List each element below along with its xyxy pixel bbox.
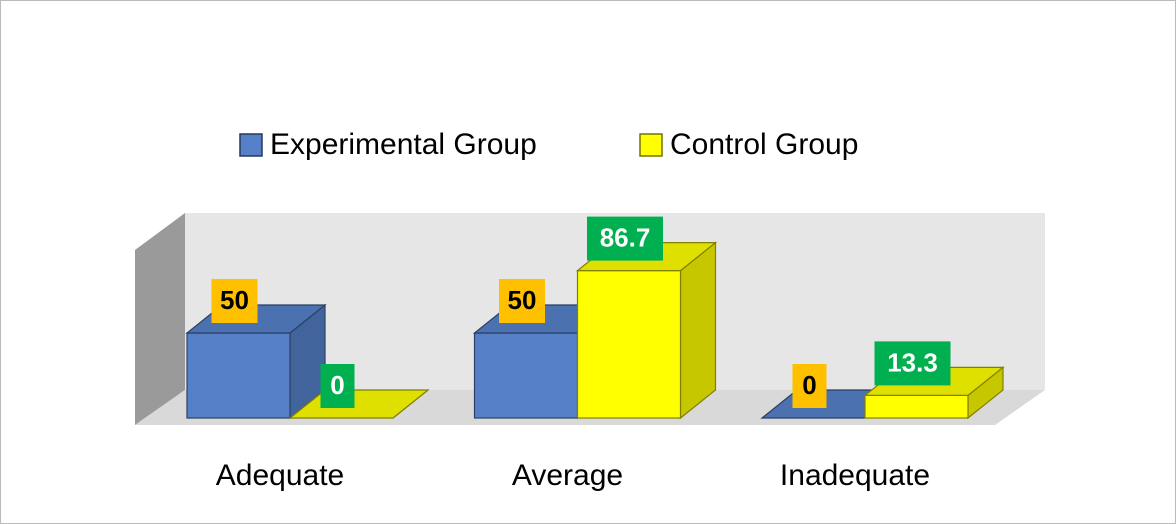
data-label-box	[792, 364, 827, 408]
data-label-box	[211, 279, 258, 323]
data-label-text: 0	[802, 370, 816, 400]
data-label: 86.7	[587, 216, 663, 261]
bar-side	[679, 241, 717, 420]
data-label-text: 50	[220, 285, 249, 315]
bar	[575, 241, 718, 420]
data-label-text: 0	[330, 370, 344, 400]
side-wall	[135, 213, 185, 425]
bar-front	[473, 332, 579, 419]
data-label: 0	[792, 364, 827, 408]
x-tick-label: Inadequate	[780, 459, 930, 492]
data-label-box	[499, 279, 545, 323]
legend-label: Experimental Group	[270, 128, 537, 161]
x-tick-label: Average	[512, 459, 623, 492]
data-label-text: 13.3	[887, 347, 938, 377]
bar-front	[186, 332, 291, 419]
bar-front	[576, 270, 682, 419]
data-label-box	[587, 216, 663, 261]
legend: Experimental Group Control Group	[239, 128, 858, 161]
data-label: 50	[499, 279, 545, 323]
data-label: 0	[320, 364, 355, 408]
legend-label: Control Group	[670, 128, 858, 161]
legend-swatch	[239, 133, 263, 157]
data-label: 13.3	[874, 341, 951, 386]
x-tick-label: Adequate	[216, 459, 344, 492]
data-label-text: 50	[508, 285, 537, 315]
data-label-box	[320, 364, 355, 408]
data-label-box	[874, 341, 951, 386]
legend-swatch	[639, 133, 663, 157]
bar-front	[864, 394, 969, 419]
data-label: 50	[211, 279, 258, 323]
data-label-text: 86.7	[600, 222, 651, 252]
